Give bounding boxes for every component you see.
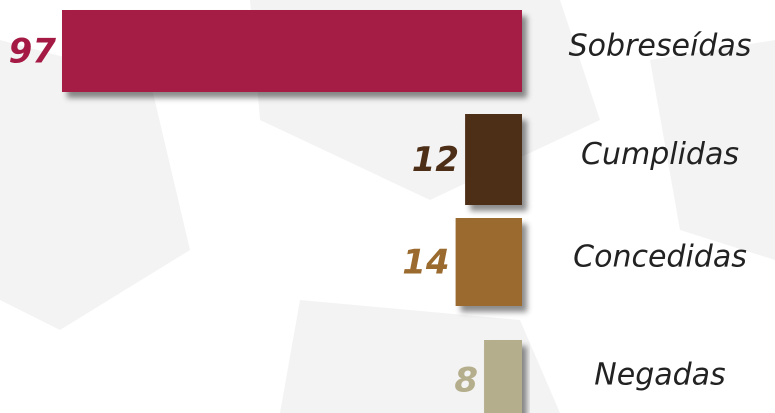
value-label: 97 (9, 32, 57, 72)
bar (62, 10, 522, 92)
category-label: Cumplidas (581, 137, 739, 172)
bar (484, 340, 522, 413)
bar (455, 218, 522, 306)
category-label: Sobreseídas (569, 29, 752, 64)
category-label: Negadas (594, 358, 725, 393)
value-label: 14 (402, 243, 449, 283)
value-label: 12 (412, 140, 459, 180)
bar (465, 114, 522, 205)
value-label: 8 (454, 361, 478, 401)
category-label: Concedidas (573, 240, 747, 275)
